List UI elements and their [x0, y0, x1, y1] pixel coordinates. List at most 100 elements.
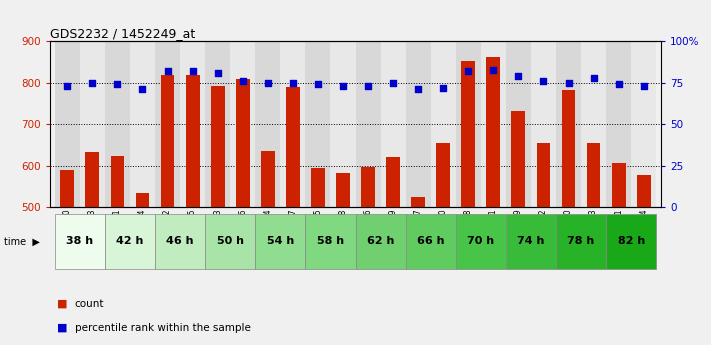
- Bar: [110, 157, 124, 207]
- Bar: [306, 41, 331, 207]
- Point: [538, 78, 549, 84]
- Point: [262, 80, 274, 86]
- Bar: [556, 41, 581, 207]
- Bar: [261, 151, 274, 207]
- Bar: [531, 41, 556, 207]
- Text: count: count: [75, 299, 104, 308]
- Point: [513, 73, 524, 79]
- Point: [412, 87, 424, 92]
- Bar: [431, 41, 456, 207]
- Bar: [405, 41, 431, 207]
- Text: 42 h: 42 h: [117, 237, 144, 246]
- Text: 66 h: 66 h: [417, 237, 444, 246]
- Bar: [105, 41, 130, 207]
- Bar: [481, 41, 506, 207]
- Bar: [60, 170, 74, 207]
- Point: [187, 68, 198, 74]
- Point: [237, 78, 248, 84]
- Text: ■: ■: [57, 323, 68, 333]
- Bar: [637, 175, 651, 207]
- Point: [613, 82, 624, 87]
- Text: GDS2232 / 1452249_at: GDS2232 / 1452249_at: [50, 27, 195, 40]
- Bar: [606, 41, 631, 207]
- Bar: [380, 41, 405, 207]
- Bar: [361, 167, 375, 207]
- Point: [287, 80, 299, 86]
- Bar: [55, 214, 105, 269]
- Bar: [55, 41, 80, 207]
- Bar: [205, 41, 230, 207]
- Point: [162, 68, 173, 74]
- Bar: [255, 214, 306, 269]
- Point: [337, 83, 348, 89]
- Point: [312, 82, 324, 87]
- Point: [488, 67, 499, 72]
- Bar: [456, 214, 506, 269]
- Text: 62 h: 62 h: [367, 237, 394, 246]
- Bar: [486, 57, 501, 207]
- Bar: [186, 75, 200, 207]
- Bar: [161, 75, 174, 207]
- Bar: [556, 214, 606, 269]
- Bar: [405, 214, 456, 269]
- Point: [588, 75, 599, 81]
- Bar: [606, 214, 656, 269]
- Bar: [180, 41, 205, 207]
- Bar: [205, 214, 255, 269]
- Bar: [336, 172, 350, 207]
- Text: 58 h: 58 h: [317, 237, 344, 246]
- Text: 46 h: 46 h: [166, 237, 194, 246]
- Bar: [105, 214, 155, 269]
- Bar: [155, 41, 180, 207]
- Bar: [411, 197, 425, 207]
- Bar: [85, 152, 100, 207]
- Bar: [581, 41, 606, 207]
- Text: 50 h: 50 h: [217, 237, 244, 246]
- Bar: [311, 168, 325, 207]
- Point: [638, 83, 649, 89]
- Point: [363, 83, 374, 89]
- Bar: [456, 41, 481, 207]
- Text: 38 h: 38 h: [66, 237, 93, 246]
- Bar: [537, 143, 550, 207]
- Text: 74 h: 74 h: [517, 237, 545, 246]
- Bar: [136, 193, 149, 207]
- Point: [463, 68, 474, 74]
- Bar: [631, 41, 656, 207]
- Text: 70 h: 70 h: [467, 237, 494, 246]
- Text: time  ▶: time ▶: [4, 237, 39, 246]
- Point: [387, 80, 399, 86]
- Bar: [437, 143, 450, 207]
- Text: 82 h: 82 h: [618, 237, 645, 246]
- Bar: [331, 41, 356, 207]
- Point: [137, 87, 148, 92]
- Bar: [562, 90, 575, 207]
- Text: percentile rank within the sample: percentile rank within the sample: [75, 323, 250, 333]
- Bar: [356, 214, 405, 269]
- Bar: [587, 143, 601, 207]
- Bar: [461, 61, 475, 207]
- Bar: [306, 214, 356, 269]
- Bar: [286, 87, 300, 207]
- Text: 78 h: 78 h: [567, 237, 594, 246]
- Bar: [130, 41, 155, 207]
- Point: [437, 85, 449, 90]
- Bar: [280, 41, 306, 207]
- Bar: [386, 157, 400, 207]
- Bar: [80, 41, 105, 207]
- Point: [87, 80, 98, 86]
- Text: ■: ■: [57, 299, 68, 308]
- Point: [62, 83, 73, 89]
- Bar: [356, 41, 380, 207]
- Text: 54 h: 54 h: [267, 237, 294, 246]
- Bar: [210, 86, 225, 207]
- Point: [112, 82, 123, 87]
- Bar: [511, 110, 525, 207]
- Point: [563, 80, 574, 86]
- Bar: [255, 41, 280, 207]
- Bar: [506, 41, 531, 207]
- Bar: [236, 79, 250, 207]
- Bar: [155, 214, 205, 269]
- Point: [212, 70, 223, 76]
- Bar: [230, 41, 255, 207]
